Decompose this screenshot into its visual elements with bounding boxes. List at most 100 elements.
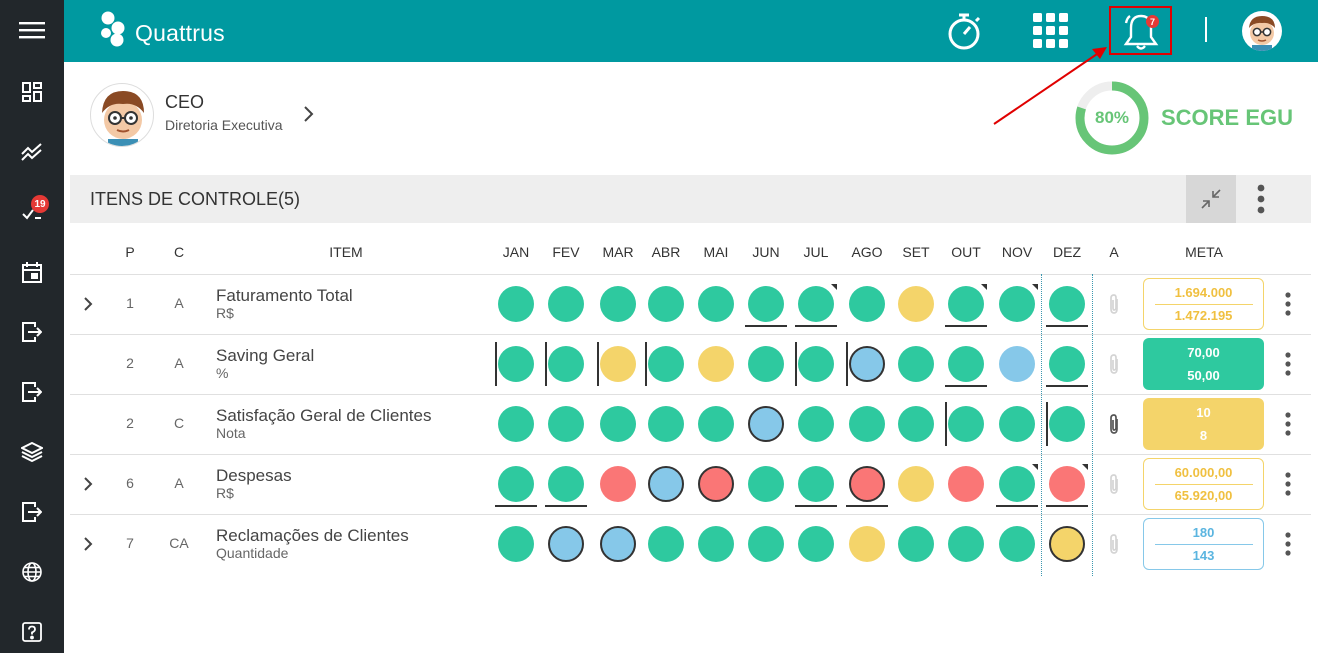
row-more-vert-icon[interactable] (1280, 469, 1296, 499)
status-green-circle[interactable] (548, 346, 584, 382)
status-green-circle[interactable] (498, 466, 534, 502)
status-blue-circle[interactable] (600, 526, 636, 562)
paperclip-icon[interactable] (1107, 293, 1121, 320)
status-red-circle[interactable] (698, 466, 734, 502)
stopwatch-icon[interactable] (942, 9, 986, 53)
status-blue-circle[interactable] (748, 406, 784, 442)
dashboard-icon[interactable] (0, 72, 64, 112)
status-green-circle[interactable] (948, 526, 984, 562)
status-green-circle[interactable] (648, 286, 684, 322)
checklist-icon[interactable] (0, 192, 64, 232)
status-green-circle[interactable] (798, 346, 834, 382)
status-yellow-circle[interactable] (1049, 526, 1085, 562)
status-green-circle[interactable] (698, 526, 734, 562)
status-green-circle[interactable] (798, 286, 834, 322)
status-red-circle[interactable] (948, 466, 984, 502)
item-name[interactable]: Faturamento Total (216, 286, 353, 305)
status-green-circle[interactable] (548, 406, 584, 442)
meta-target-box[interactable]: 1.694.000 1.472.195 (1143, 278, 1264, 330)
status-green-circle[interactable] (798, 466, 834, 502)
user-avatar[interactable] (1242, 11, 1282, 51)
logout-icon[interactable] (0, 372, 64, 412)
apps-grid-icon[interactable] (1029, 9, 1073, 53)
status-green-circle[interactable] (600, 406, 636, 442)
status-green-circle[interactable] (999, 406, 1035, 442)
status-green-circle[interactable] (999, 286, 1035, 322)
status-green-circle[interactable] (849, 286, 885, 322)
status-green-circle[interactable] (600, 286, 636, 322)
status-green-circle[interactable] (1049, 346, 1085, 382)
row-more-vert-icon[interactable] (1280, 349, 1296, 379)
status-yellow-circle[interactable] (898, 466, 934, 502)
section-more-button[interactable] (1246, 175, 1276, 223)
trending-icon[interactable] (0, 132, 64, 172)
status-red-circle[interactable] (600, 466, 636, 502)
status-green-circle[interactable] (748, 286, 784, 322)
status-red-circle[interactable] (1049, 466, 1085, 502)
status-green-circle[interactable] (498, 346, 534, 382)
menu-icon[interactable] (0, 10, 64, 50)
login-icon[interactable] (0, 312, 64, 352)
item-name[interactable]: Saving Geral (216, 346, 315, 365)
status-green-circle[interactable] (748, 466, 784, 502)
status-green-circle[interactable] (948, 346, 984, 382)
paperclip-icon[interactable] (1107, 473, 1121, 500)
status-green-circle[interactable] (748, 346, 784, 382)
row-more-vert-icon[interactable] (1280, 409, 1296, 439)
row-more-vert-icon[interactable] (1280, 529, 1296, 559)
status-green-circle[interactable] (948, 286, 984, 322)
status-green-circle[interactable] (648, 406, 684, 442)
status-green-circle[interactable] (698, 406, 734, 442)
status-yellow-circle[interactable] (600, 346, 636, 382)
status-green-circle[interactable] (798, 526, 834, 562)
item-name[interactable]: Reclamações de Clientes (216, 526, 409, 545)
status-green-circle[interactable] (548, 286, 584, 322)
status-green-circle[interactable] (648, 526, 684, 562)
status-blue-circle[interactable] (648, 466, 684, 502)
status-yellow-circle[interactable] (849, 526, 885, 562)
status-green-circle[interactable] (1049, 286, 1085, 322)
globe-icon[interactable] (0, 552, 64, 592)
status-green-circle[interactable] (498, 406, 534, 442)
meta-target-box[interactable]: 70,00 50,00 (1143, 338, 1264, 390)
status-blue-circle[interactable] (999, 346, 1035, 382)
status-green-circle[interactable] (748, 526, 784, 562)
exit-icon[interactable] (0, 492, 64, 532)
status-blue-circle[interactable] (849, 346, 885, 382)
status-blue-circle[interactable] (548, 526, 584, 562)
help-icon[interactable] (0, 612, 64, 652)
meta-target-box[interactable]: 10 8 (1143, 398, 1264, 450)
notifications-button[interactable] (1109, 6, 1172, 55)
status-green-circle[interactable] (798, 406, 834, 442)
status-green-circle[interactable] (1049, 406, 1085, 442)
status-yellow-circle[interactable] (698, 346, 734, 382)
paperclip-icon[interactable] (1107, 533, 1121, 560)
layers-icon[interactable] (0, 432, 64, 472)
chevron-right-icon[interactable] (302, 105, 314, 128)
status-green-circle[interactable] (648, 346, 684, 382)
item-name[interactable]: Despesas (216, 466, 292, 485)
status-green-circle[interactable] (999, 466, 1035, 502)
paperclip-icon[interactable] (1107, 353, 1121, 380)
status-green-circle[interactable] (698, 286, 734, 322)
calendar-icon[interactable] (0, 252, 64, 292)
profile-avatar[interactable] (90, 83, 154, 147)
expand-row-chevron-icon[interactable] (82, 296, 94, 317)
collapse-button[interactable] (1186, 175, 1236, 223)
paperclip-icon[interactable] (1107, 413, 1121, 440)
row-more-vert-icon[interactable] (1280, 289, 1296, 319)
status-green-circle[interactable] (999, 526, 1035, 562)
status-green-circle[interactable] (498, 526, 534, 562)
status-green-circle[interactable] (898, 406, 934, 442)
status-green-circle[interactable] (898, 346, 934, 382)
meta-target-box[interactable]: 60.000,00 65.920,00 (1143, 458, 1264, 510)
status-green-circle[interactable] (948, 406, 984, 442)
status-yellow-circle[interactable] (898, 286, 934, 322)
item-name[interactable]: Satisfação Geral de Clientes (216, 406, 432, 425)
status-red-circle[interactable] (849, 466, 885, 502)
expand-row-chevron-icon[interactable] (82, 476, 94, 497)
status-green-circle[interactable] (548, 466, 584, 502)
expand-row-chevron-icon[interactable] (82, 536, 94, 557)
status-green-circle[interactable] (498, 286, 534, 322)
status-green-circle[interactable] (849, 406, 885, 442)
